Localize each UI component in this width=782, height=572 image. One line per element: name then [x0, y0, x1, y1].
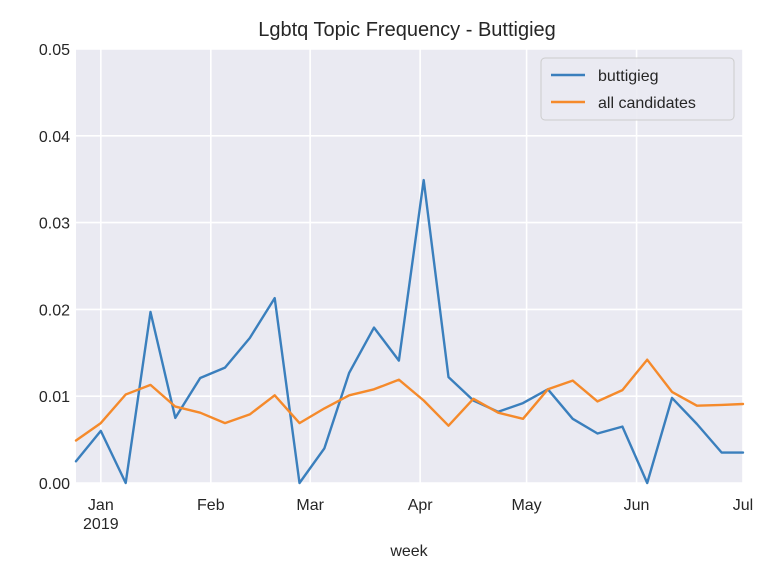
x-tick-sublabel: 2019	[83, 516, 119, 533]
x-tick-label: Jul	[733, 497, 753, 514]
chart-title: Lgbtq Topic Frequency - Buttigieg	[258, 19, 556, 41]
x-tick-label: Mar	[296, 497, 324, 514]
series-lines	[74, 178, 745, 485]
x-axis-tick-labels: Jan 2019 Feb Mar Apr May Jun Jul	[83, 497, 753, 533]
y-tick-label: 0.02	[39, 302, 70, 319]
y-tick-label: 0.05	[39, 42, 70, 59]
series-line-buttigieg	[74, 178, 745, 485]
y-tick-label: 0.04	[39, 129, 70, 146]
y-axis-tick-labels: 0.00 0.01 0.02 0.03 0.04 0.05	[39, 42, 70, 493]
x-tick-label: Jan	[88, 497, 114, 514]
x-tick-label: May	[511, 497, 541, 514]
legend-label: buttigieg	[598, 68, 659, 85]
gridlines	[76, 48, 744, 484]
series-line-all-candidates	[74, 358, 745, 442]
x-tick-label: Feb	[197, 497, 225, 514]
x-tick-label: Apr	[408, 497, 434, 514]
legend-label: all candidates	[598, 95, 696, 112]
x-tick-label: Jun	[624, 497, 650, 514]
y-tick-label: 0.03	[39, 216, 70, 233]
x-axis-label: week	[389, 543, 428, 560]
y-tick-label: 0.00	[39, 476, 70, 493]
legend-box	[540, 57, 735, 121]
y-tick-label: 0.01	[39, 389, 70, 406]
legend: buttigieg all candidates	[540, 57, 735, 121]
